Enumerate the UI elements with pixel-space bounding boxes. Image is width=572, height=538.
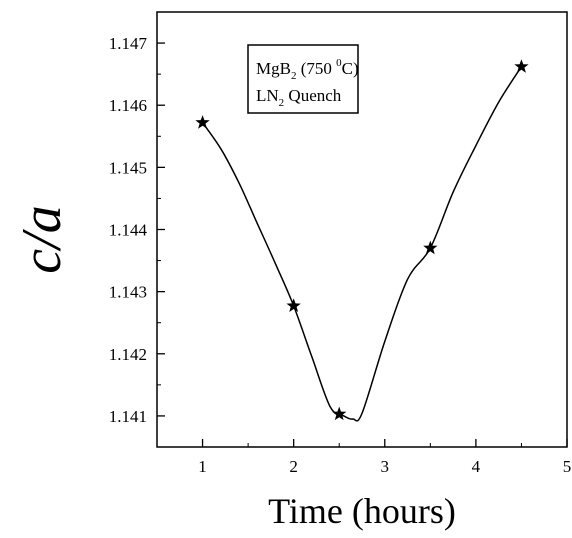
series-markers xyxy=(195,59,529,421)
legend-box xyxy=(247,44,359,114)
y-tick-label: 1.145 xyxy=(109,158,147,177)
x-ticks: 1 2 3 4 5 xyxy=(156,439,572,476)
y-tick-label: 1.146 xyxy=(109,96,147,115)
data-point-star xyxy=(332,406,347,421)
x-tick-label: 3 xyxy=(381,457,390,476)
legend-compound: MgB xyxy=(256,59,291,78)
y-tick-label: 1.147 xyxy=(109,34,148,53)
y-ticks: 1.141 1.142 1.143 1.144 1.145 1.146 1.147 xyxy=(109,11,165,448)
y-tick-label: 1.142 xyxy=(109,345,147,364)
legend-temp-superscript: 0 xyxy=(336,57,342,69)
data-point-star xyxy=(423,240,438,255)
legend-process-label: LN2 Quench xyxy=(256,86,342,109)
y-axis-title: c/a xyxy=(11,205,73,273)
x-tick-label: 5 xyxy=(563,457,572,476)
data-point-star xyxy=(286,298,301,312)
legend-coolant-subscript: 2 xyxy=(279,97,285,109)
data-point-star xyxy=(514,59,529,73)
legend: MgB2 (750 0C) LN2 Quench xyxy=(247,44,359,114)
legend-coolant: LN xyxy=(256,86,279,105)
series-curve xyxy=(201,66,523,422)
legend-compound-subscript: 2 xyxy=(291,70,297,82)
legend-sample-label: MgB2 (750 0C) xyxy=(256,57,359,82)
data-point-star xyxy=(195,115,210,129)
y-tick-label: 1.141 xyxy=(109,407,147,426)
x-tick-label: 4 xyxy=(472,457,481,476)
x-tick-label: 2 xyxy=(289,457,298,476)
y-tick-label: 1.144 xyxy=(109,221,148,240)
legend-temp-unit: C) xyxy=(342,59,359,78)
x-axis-title: Time (hours) xyxy=(268,491,456,531)
legend-process: Quench xyxy=(284,86,342,105)
x-tick-label: 1 xyxy=(198,457,207,476)
y-tick-label: 1.143 xyxy=(109,283,147,302)
legend-temp-prefix: (750 xyxy=(296,59,336,78)
plot-frame xyxy=(156,11,568,448)
